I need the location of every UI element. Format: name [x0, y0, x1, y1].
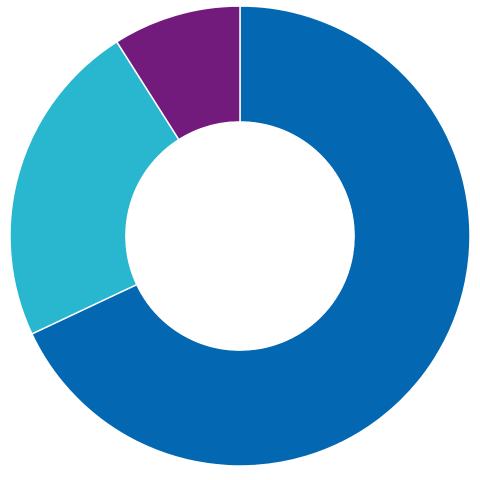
donut-slices [9, 5, 471, 467]
donut-hole [125, 121, 355, 351]
